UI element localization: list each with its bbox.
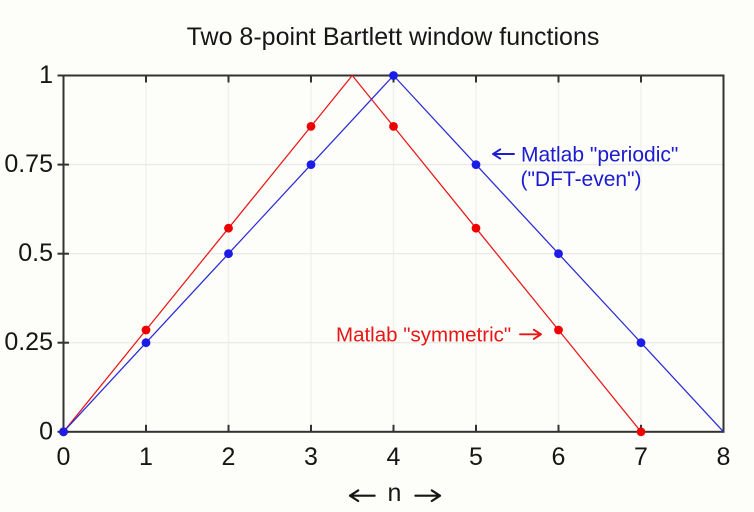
svg-text:Matlab "periodic": Matlab "periodic"	[521, 144, 678, 167]
svg-text:0.25: 0.25	[4, 328, 53, 356]
svg-text:0: 0	[39, 417, 53, 445]
svg-text:0: 0	[57, 443, 71, 471]
svg-text:Matlab "symmetric": Matlab "symmetric"	[336, 324, 511, 347]
svg-text:4: 4	[387, 443, 401, 471]
svg-text:7: 7	[634, 443, 648, 471]
svg-text:6: 6	[552, 443, 566, 471]
svg-text:1: 1	[39, 61, 53, 89]
svg-text:3: 3	[304, 443, 318, 471]
svg-text:0.5: 0.5	[18, 239, 53, 267]
svg-text:1: 1	[139, 443, 153, 471]
svg-text:0.75: 0.75	[4, 150, 53, 178]
svg-text:n: n	[387, 479, 401, 507]
svg-text:8: 8	[717, 443, 731, 471]
svg-text:("DFT-even"): ("DFT-even")	[520, 168, 641, 191]
svg-text:2: 2	[222, 443, 236, 471]
svg-text:Two 8-point Bartlett window fu: Two 8-point Bartlett window functions	[187, 23, 600, 51]
svg-text:5: 5	[469, 443, 483, 471]
